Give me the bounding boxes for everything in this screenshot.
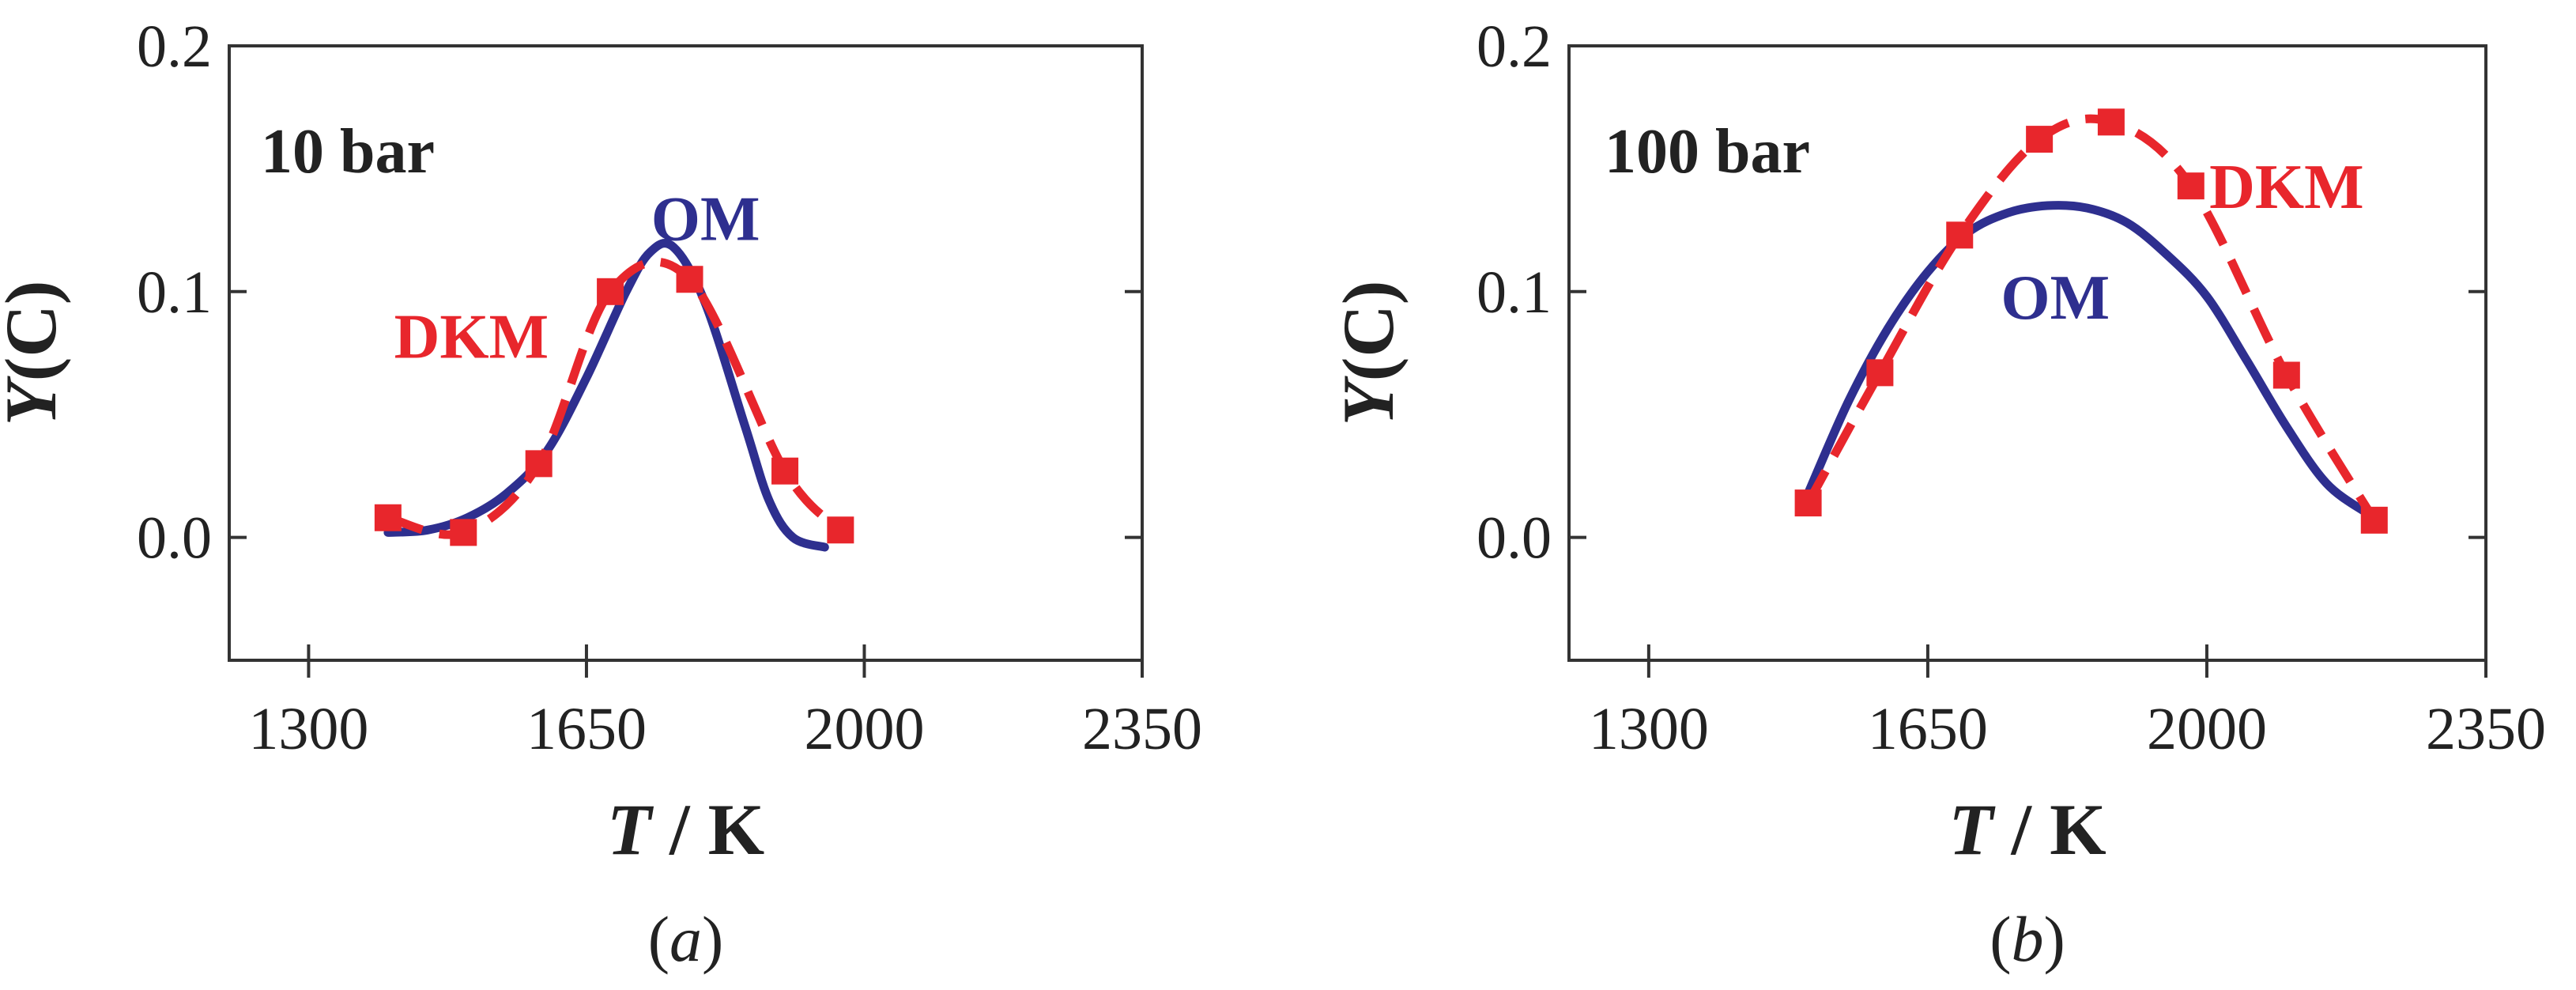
y-tick-label: 0.0 [137, 505, 212, 572]
x-axis-unit: / K [651, 789, 764, 870]
x-tick-label: 2000 [2147, 696, 2267, 762]
pressure-annotation: 100 bar [1605, 117, 1810, 187]
x-axis-symbol: T [1948, 789, 1996, 870]
caption-letter: b [2012, 903, 2044, 975]
data-point-dkm [2026, 126, 2054, 153]
data-point-dkm [2097, 108, 2125, 136]
series-label-om: OM [2001, 263, 2110, 333]
data-point-dkm [374, 504, 402, 531]
chart-panel-a: 1300 1650 2000 2350 0.0 0.1 0.2 OM DKM 10 bar T / … [0, 13, 1202, 975]
x-tick-label: 1650 [1868, 696, 1988, 762]
y-axis-title: Y(C) [1328, 281, 1409, 426]
data-point-dkm [2360, 506, 2388, 534]
x-tick-label: 2350 [1082, 696, 1202, 762]
plot-frame [228, 44, 1144, 662]
x-tick-label: 2350 [2426, 696, 2546, 762]
caption-close: ) [2044, 903, 2065, 975]
caption-letter: a [669, 903, 702, 975]
x-axis-symbol: T [607, 789, 654, 870]
y-axis-title: Y(C) [0, 281, 71, 426]
series-label-dkm: DKM [2209, 153, 2364, 222]
data-point-dkm [676, 266, 703, 293]
x-tick-label: 2000 [804, 696, 924, 762]
caption-open: ( [1990, 903, 2011, 975]
series-label-om: OM [651, 185, 760, 255]
x-axis-title: T / K [1948, 789, 2106, 870]
data-point-dkm [525, 450, 553, 478]
panel-caption: (a) [648, 903, 724, 975]
caption-close: ) [702, 903, 723, 975]
data-point-dkm [827, 516, 854, 544]
y-axis-symbol: Y [1328, 375, 1409, 425]
x-axis-unit: / K [1993, 789, 2106, 870]
data-point-dkm [1866, 359, 1894, 387]
panel-caption: (b) [1990, 903, 2065, 975]
y-tick-label: 0.1 [137, 259, 212, 326]
caption-open: ( [648, 903, 669, 975]
data-point-dkm [1946, 221, 1974, 249]
series-line-om [1804, 201, 2371, 517]
pressure-annotation: 10 bar [261, 117, 435, 187]
x-tick-label: 1300 [1589, 696, 1709, 762]
data-point-dkm [597, 278, 624, 305]
data-point-dkm [771, 457, 799, 485]
y-axis-quantity: (C) [0, 281, 71, 382]
y-axis-symbol: Y [0, 375, 71, 425]
y-tick-label: 0.1 [1477, 259, 1552, 326]
y-tick-label: 0.0 [1477, 505, 1552, 572]
y-tick-label: 0.2 [1477, 13, 1552, 80]
data-point-dkm [1794, 489, 1822, 517]
data-point-dkm [2272, 361, 2300, 389]
series-label-dkm: DKM [394, 303, 549, 372]
x-axis-title: T / K [607, 789, 764, 870]
y-axis-quantity: (C) [1328, 281, 1409, 382]
plot-frame [1567, 44, 2487, 662]
data-point-dkm [450, 519, 477, 546]
x-tick-label: 1300 [248, 696, 368, 762]
y-tick-label: 0.2 [137, 13, 212, 80]
data-point-dkm [2177, 172, 2204, 200]
x-tick-label: 1650 [526, 696, 647, 762]
chart-panel-b: 1300 1650 2000 2350 0.0 0.1 0.2 OM DKM 100 bar T /… [1328, 13, 2546, 975]
